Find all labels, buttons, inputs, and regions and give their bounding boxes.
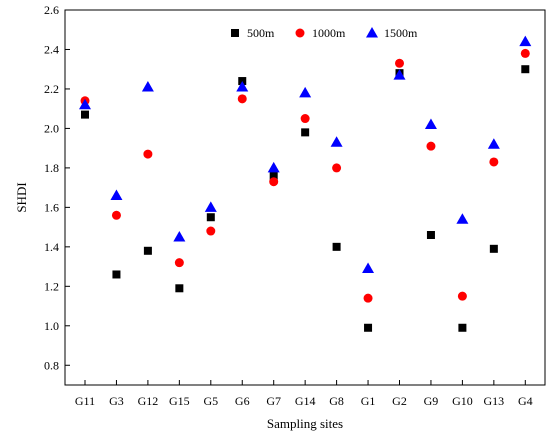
x-axis-title: Sampling sites bbox=[267, 416, 343, 431]
legend: 500m 1000m 1500m bbox=[231, 26, 418, 40]
x-tick-label: G9 bbox=[424, 394, 439, 408]
x-axis: G11 G3 G12 G15 G5 G6 G7 G14 G8 G1 G2 G9 G10 G13 G4 bbox=[75, 380, 533, 408]
y-tick-label: 2.6 bbox=[44, 3, 59, 17]
y-axis: 0.8 1.0 1.2 1.4 1.6 1.8 2.0 2.2 2.4 2.6 bbox=[44, 3, 70, 372]
y-tick-label: 1.0 bbox=[44, 319, 59, 333]
data-point-1500m-G7 bbox=[267, 161, 280, 173]
x-tick-label: G14 bbox=[295, 394, 316, 408]
data-point-500m-G10 bbox=[458, 323, 467, 332]
data-point-1500m-G6 bbox=[236, 80, 249, 92]
data-point-500m-G14 bbox=[301, 128, 310, 137]
data-point-500m-G11 bbox=[81, 110, 89, 119]
legend-label-1500m: 1500m bbox=[384, 26, 418, 40]
data-point-1000m-G8 bbox=[332, 163, 342, 173]
x-tick-label: G1 bbox=[361, 394, 376, 408]
y-axis-title: SHDI bbox=[14, 182, 29, 212]
data-point-1500m-G10 bbox=[456, 213, 469, 224]
data-point-1500m-G1 bbox=[362, 262, 375, 274]
data-point-1000m-G14 bbox=[300, 114, 310, 124]
data-point-1000m-G5 bbox=[206, 226, 216, 236]
x-tick-label: G11 bbox=[75, 394, 95, 408]
x-tick-label: G8 bbox=[329, 394, 344, 408]
x-tick-label: G15 bbox=[169, 394, 190, 408]
data-point-1000m-G3 bbox=[111, 210, 121, 220]
data-point-500m-G8 bbox=[332, 242, 341, 251]
legend-marker-1500m bbox=[366, 27, 378, 38]
data-point-500m-G7 bbox=[269, 171, 278, 180]
x-tick-label: G6 bbox=[235, 394, 250, 408]
data-point-1500m-G11 bbox=[79, 98, 91, 110]
data-point-1000m-G2 bbox=[395, 58, 404, 68]
x-tick-label: G10 bbox=[452, 394, 473, 408]
data-point-1500m-G13 bbox=[487, 138, 500, 149]
data-point-1500m-G5 bbox=[204, 201, 217, 212]
legend-label-500m: 500m bbox=[247, 26, 275, 40]
data-point-500m-G15 bbox=[175, 284, 184, 293]
data-point-500m-G9 bbox=[426, 231, 435, 239]
x-tick-label: G3 bbox=[109, 394, 124, 408]
x-tick-label: G13 bbox=[484, 394, 505, 408]
y-tick-label: 2.0 bbox=[44, 121, 59, 135]
legend-marker-1000m bbox=[295, 28, 305, 38]
data-point-500m-G5 bbox=[206, 213, 215, 222]
data-point-1000m-G13 bbox=[489, 157, 499, 167]
data-point-1000m-G6 bbox=[237, 94, 247, 104]
x-tick-label: G12 bbox=[138, 394, 159, 408]
data-point-500m-G3 bbox=[112, 270, 121, 279]
data-point-500m-G13 bbox=[489, 244, 498, 253]
data-point-1000m-G7 bbox=[269, 177, 279, 187]
data-point-1500m-G4 bbox=[519, 35, 532, 47]
data-point-1000m-G12 bbox=[143, 149, 153, 159]
x-tick-label: G4 bbox=[518, 394, 533, 408]
data-point-500m-G4 bbox=[521, 65, 530, 74]
data-point-1000m-G4 bbox=[520, 48, 530, 58]
y-tick-label: 2.2 bbox=[44, 82, 59, 96]
y-tick-label: 1.6 bbox=[44, 200, 59, 214]
data-point-1000m-G15 bbox=[174, 258, 184, 268]
x-tick-label: G2 bbox=[392, 394, 407, 408]
data-point-1500m-G9 bbox=[424, 118, 437, 129]
legend-label-1000m: 1000m bbox=[312, 26, 346, 40]
data-point-1500m-G14 bbox=[299, 86, 312, 98]
data-point-1500m-G8 bbox=[330, 136, 343, 147]
y-tick-label: 1.8 bbox=[44, 161, 59, 175]
y-tick-label: 2.4 bbox=[44, 42, 59, 56]
data-points bbox=[79, 35, 532, 332]
plot-border bbox=[64, 9, 546, 386]
plot-frame bbox=[64, 9, 546, 386]
y-tick-label: 1.4 bbox=[44, 240, 59, 254]
data-point-1500m-G12 bbox=[141, 80, 154, 92]
y-tick-label: 1.2 bbox=[44, 279, 59, 293]
data-point-1000m-G9 bbox=[426, 141, 436, 151]
x-tick-label: G5 bbox=[203, 394, 218, 408]
data-point-1500m-G2 bbox=[393, 69, 406, 80]
data-point-500m-G12 bbox=[143, 246, 152, 255]
data-point-1500m-G15 bbox=[173, 230, 186, 242]
data-point-500m-G1 bbox=[364, 323, 373, 332]
data-point-1000m-G10 bbox=[457, 291, 467, 301]
y-tick-label: 0.8 bbox=[44, 358, 59, 372]
data-point-1500m-G3 bbox=[110, 189, 123, 201]
data-point-1000m-G1 bbox=[363, 293, 373, 303]
x-tick-label: G7 bbox=[266, 394, 281, 408]
legend-marker-500m bbox=[231, 29, 239, 37]
series-1500m bbox=[79, 35, 532, 274]
